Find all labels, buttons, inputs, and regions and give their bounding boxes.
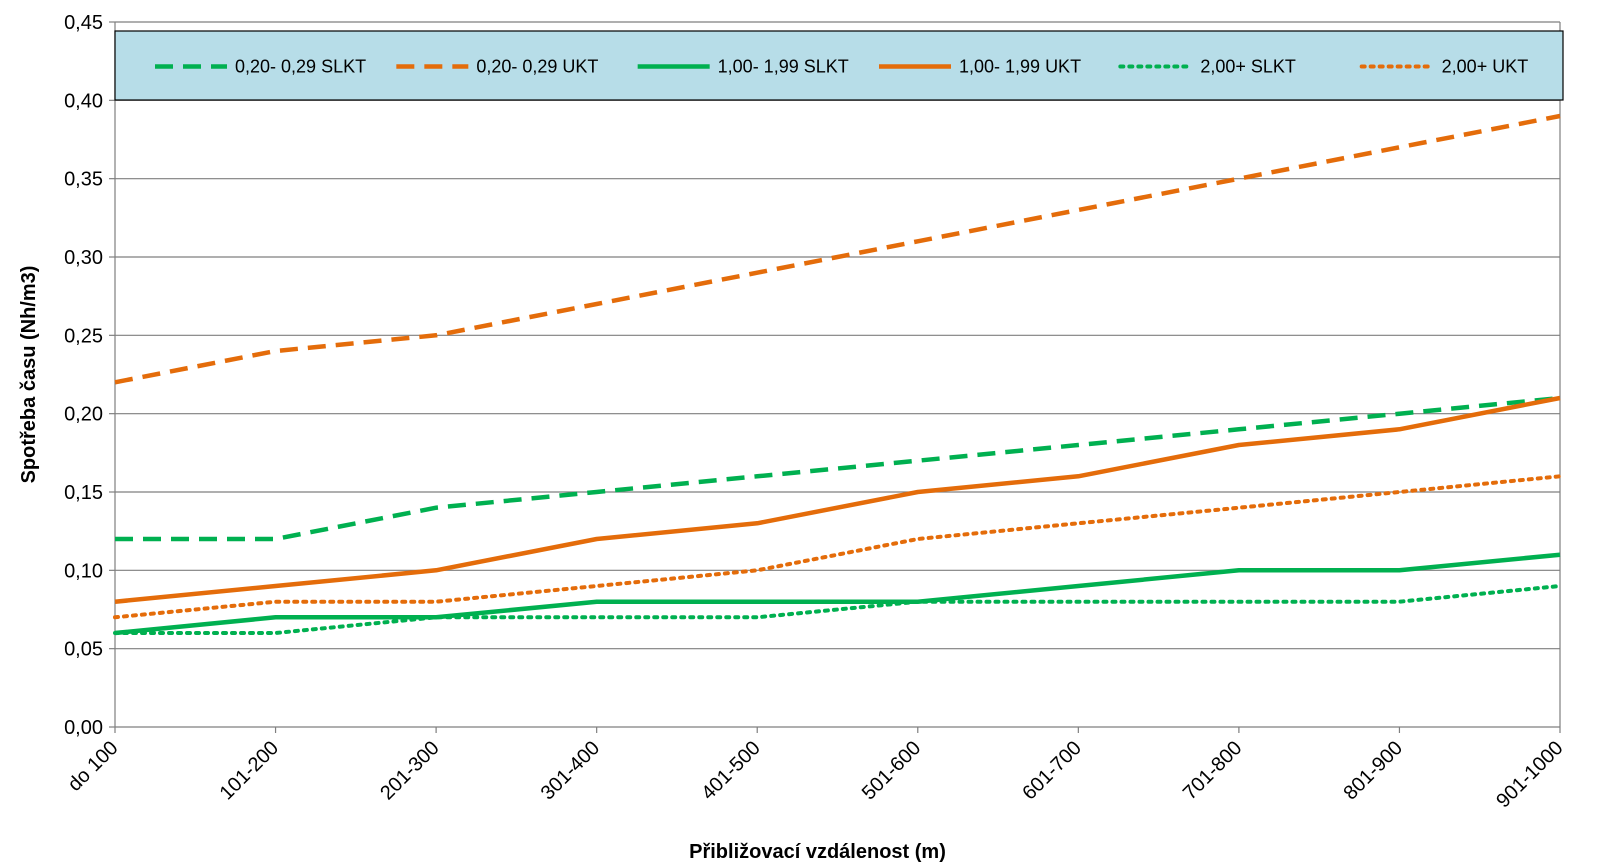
gridlines — [115, 21, 1560, 728]
x-tick-label: do 100 — [64, 737, 123, 796]
x-tick-label: 901-1000 — [1492, 737, 1567, 812]
legend-label-1: 0,20- 0,29 UKT — [476, 57, 598, 77]
y-tick-label: 0,40 — [64, 90, 103, 112]
x-tick-label: 701-800 — [1179, 737, 1246, 804]
y-tick-label: 0,35 — [64, 169, 103, 191]
legend: 0,20- 0,29 SLKT 0,20- 0,29 UKT 1,00- 1,99 … — [114, 30, 1564, 101]
series-line-5 — [113, 474, 1562, 620]
y-tick-label: 0,15 — [64, 482, 103, 504]
legend-label-0: 0,20- 0,29 SLKT — [235, 57, 366, 77]
legend-label-5: 2,00+ UKT — [1442, 57, 1529, 77]
y-tick-label: 0,45 — [64, 12, 103, 34]
y-tick-label: 0,10 — [64, 560, 103, 582]
axes: 0,00 0,05 0,10 0,15 0,20 0,25 0,30 0,35 0,40 0,45… — [64, 12, 1568, 812]
y-tick-label: 0,00 — [64, 717, 103, 739]
legend-label-4: 2,00+ SLKT — [1200, 57, 1296, 77]
y-tick-label: 0,30 — [64, 247, 103, 269]
legend-label-3: 1,00- 1,99 UKT — [959, 57, 1081, 77]
series-line-2 — [114, 552, 1561, 636]
x-tick-label: 301-400 — [537, 737, 604, 804]
legend-box — [114, 30, 1564, 101]
x-tick-label: 401-500 — [697, 737, 764, 804]
series-line-3 — [114, 395, 1561, 604]
y-tick-label: 0,20 — [64, 404, 103, 426]
series-line-0 — [115, 395, 1561, 542]
x-axis-title: Přibližovací vzdálenost (m) — [689, 841, 946, 863]
x-tick-label: 201-300 — [376, 737, 443, 804]
series-line-4 — [113, 584, 1562, 635]
y-tick-label: 0,25 — [64, 325, 103, 347]
x-tick-label: 601-700 — [1018, 737, 1085, 804]
x-tick-label: 101-200 — [216, 737, 283, 804]
x-tick-label: 801-900 — [1340, 737, 1407, 804]
series-lines — [113, 113, 1562, 636]
x-tick-label: 501-600 — [858, 737, 925, 804]
y-tick-label: 0,05 — [64, 639, 103, 661]
y-axis-title: Spotřeba času (Nh/m3) — [18, 266, 40, 484]
legend-label-2: 1,00- 1,99 SLKT — [718, 57, 849, 77]
series-line-1 — [114, 113, 1561, 385]
